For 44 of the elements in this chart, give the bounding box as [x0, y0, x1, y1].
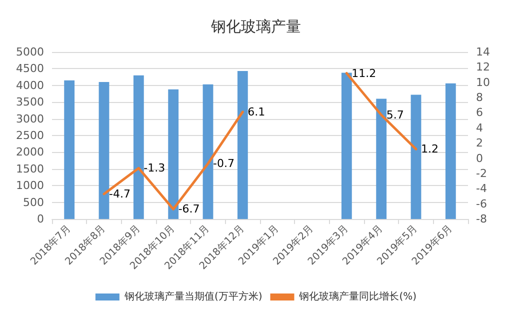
data-label: -6.7 — [178, 202, 200, 216]
bar — [410, 94, 422, 219]
data-label: 6.1 — [248, 105, 266, 118]
y2-tick-label: 8 — [476, 91, 483, 104]
y2-tick-label: 6 — [476, 106, 483, 120]
bar — [341, 72, 352, 219]
data-label: 11.2 — [352, 66, 376, 80]
y2-tick-label: 12 — [476, 60, 490, 74]
data-label: -1.3 — [144, 162, 166, 175]
y2-tick-label: -6 — [476, 197, 487, 210]
y-tick-label: 500 — [23, 196, 44, 209]
bar — [445, 83, 456, 219]
legend-label: 钢化玻璃产量同比增长(%) — [298, 290, 417, 302]
y-tick-label: 2500 — [16, 129, 44, 142]
y2-tick-label: 0 — [476, 152, 483, 165]
y-tick-label: 2000 — [16, 146, 44, 159]
y-tick-label: 1000 — [16, 179, 44, 192]
y2-tick-label: 4 — [476, 121, 483, 134]
legend-label: 钢化玻璃产量当期值(万平方米) — [123, 290, 262, 302]
data-label: 5.7 — [386, 108, 404, 122]
bar — [133, 75, 144, 219]
y-tick-label: 4500 — [16, 62, 44, 76]
data-label: 1.2 — [421, 142, 438, 156]
bar — [202, 84, 214, 219]
y-tick-label: 4000 — [16, 78, 44, 92]
y2-tick-label: 10 — [476, 76, 490, 89]
y2-tick-label: -4 — [476, 182, 487, 196]
y-tick-label: 5000 — [16, 46, 44, 58]
y-tick-label: 1500 — [16, 162, 44, 176]
bar — [168, 89, 179, 219]
y2-tick-label: -8 — [476, 212, 487, 226]
chart-title: 钢化玻璃产量 — [210, 18, 301, 36]
y-tick-label: 3500 — [16, 96, 44, 109]
y2-tick-label: 2 — [476, 136, 483, 150]
bar — [376, 98, 387, 219]
data-label: -4.7 — [109, 187, 130, 200]
bar — [98, 82, 110, 219]
bar — [237, 71, 248, 219]
data-label: -0.7 — [213, 157, 234, 170]
bar — [64, 80, 75, 219]
y-tick-label: 3000 — [16, 112, 44, 126]
y2-tick-label: 14 — [476, 46, 490, 58]
y-tick-label: 0 — [37, 212, 44, 226]
y2-tick-label: -2 — [476, 166, 487, 180]
